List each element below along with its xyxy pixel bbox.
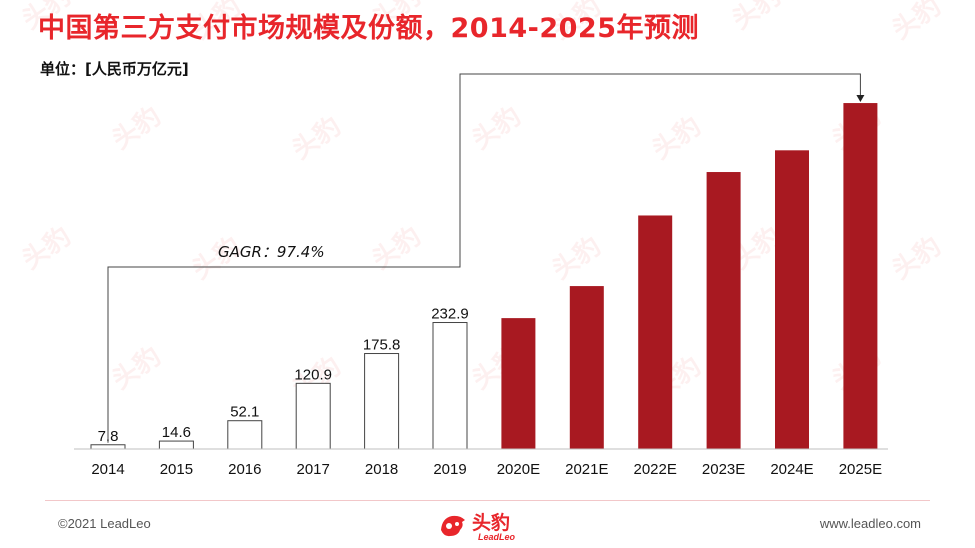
x-tick-label: 2022E <box>634 461 677 478</box>
footer-divider <box>45 500 930 501</box>
bar-2017 <box>295 382 331 450</box>
watermark-text: 头豹 <box>16 221 76 276</box>
x-tick-label: 2015 <box>160 461 193 478</box>
data-label: 14.6 <box>162 424 191 441</box>
x-tick-label: 2025E <box>839 461 882 478</box>
watermark-text: 头豹 <box>106 341 166 396</box>
bar-2025e <box>843 103 878 449</box>
data-label: 232.9 <box>431 306 469 323</box>
watermark-text: 头豹 <box>546 231 606 286</box>
bar-2018 <box>364 353 400 450</box>
cagr-annotation: GAGR：97.4% <box>107 73 865 443</box>
watermark-text: 头豹 <box>186 0 246 46</box>
watermark-text: 头豹 <box>286 111 346 166</box>
watermark-text: 头豹 <box>466 101 526 156</box>
watermark-text: 头豹 <box>646 111 706 166</box>
leadleo-logo: 头豹 LeadLeo <box>438 506 538 546</box>
unit-label: 单位：[人民币万亿元] <box>40 60 189 78</box>
x-tick-label: 2014 <box>91 461 124 478</box>
data-label: 120.9 <box>294 366 332 383</box>
bar-2023e <box>706 172 741 449</box>
x-tick-label: 2023E <box>702 461 745 478</box>
watermark-text: 头豹 <box>726 0 786 36</box>
copyright-text: ©2021 LeadLeo <box>58 516 151 531</box>
x-tick-label: 2017 <box>297 461 330 478</box>
data-label: 175.8 <box>363 337 401 354</box>
bar-2022e <box>638 215 673 449</box>
cagr-bracket <box>107 73 861 443</box>
cagr-label: GAGR：97.4% <box>218 243 325 261</box>
logo-en-text: LeadLeo <box>478 532 516 542</box>
page-title: 中国第三方支付市场规模及份额，2014-2025年预测 <box>38 13 699 44</box>
tick-labels: 2014 2015 2016 2017 2018 2019 2020E 2021E 2022E 2… <box>91 461 882 478</box>
x-tick-label: 2019 <box>433 461 466 478</box>
watermark-text: 头豹 <box>886 231 946 286</box>
website-link[interactable]: www.leadleo.com <box>819 516 921 531</box>
leopard-logo-icon <box>441 515 465 537</box>
bar-2021e <box>569 286 604 449</box>
cagr-arrowhead <box>856 95 865 103</box>
bar-2024e <box>775 150 809 450</box>
bar-2014 <box>90 444 126 450</box>
watermark-text: 头豹 <box>16 0 76 36</box>
x-tick-label: 2020E <box>497 461 540 478</box>
watermark-text: 头豹 <box>546 0 606 46</box>
x-tick-label: 2021E <box>565 461 608 478</box>
logo-cn-text: 头豹 <box>472 512 511 534</box>
bar-2019 <box>432 322 468 450</box>
watermark-text: 头豹 <box>886 0 946 46</box>
watermark-text: 头豹 <box>366 0 426 36</box>
x-tick-label: 2018 <box>365 461 398 478</box>
x-tick-label: 2016 <box>228 461 261 478</box>
x-tick-label: 2024E <box>770 461 813 478</box>
bar-2015 <box>158 440 194 450</box>
bar-2020e <box>501 318 536 449</box>
bars-group <box>90 103 878 450</box>
watermark-text: 头豹 <box>106 101 166 156</box>
data-label: 52.1 <box>230 404 259 421</box>
bar-2016 <box>227 420 263 450</box>
